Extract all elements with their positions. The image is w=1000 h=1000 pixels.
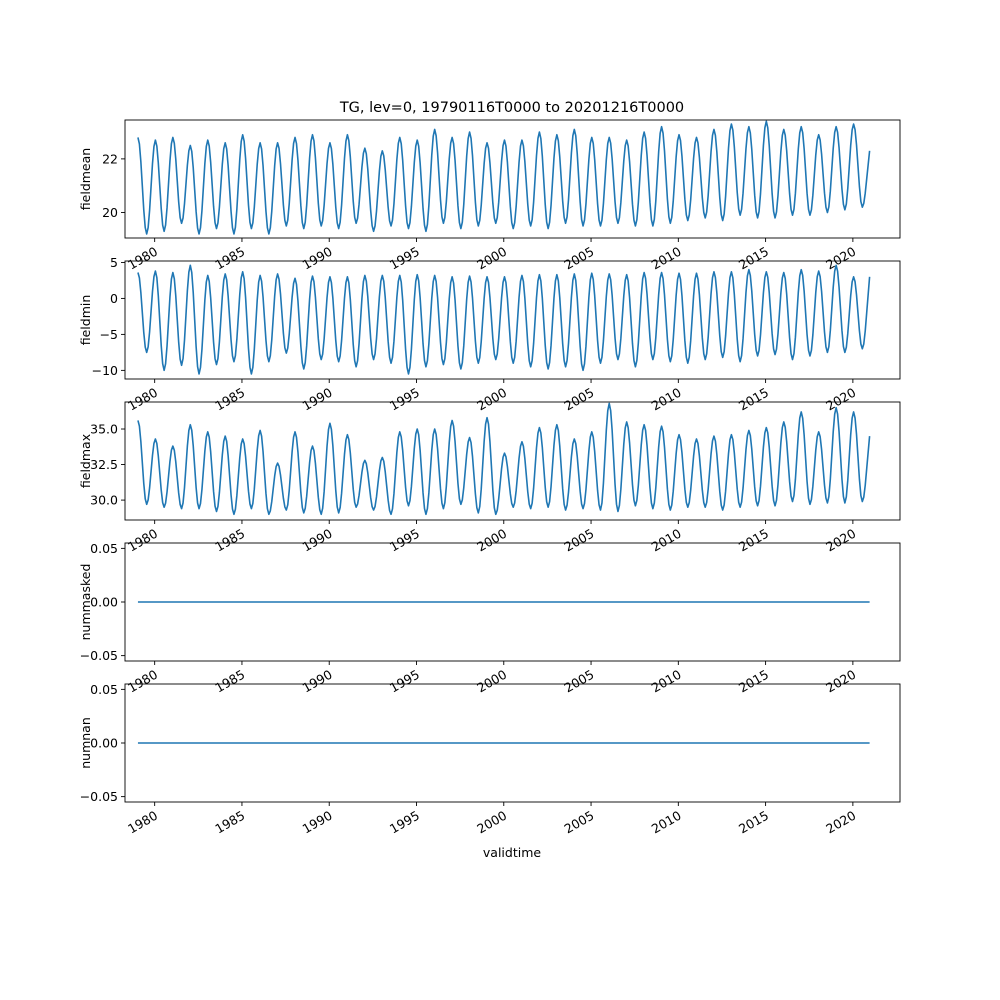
- y-tick-label: 0.05: [90, 541, 118, 556]
- y-tick-label: 0.05: [90, 682, 118, 697]
- y-axis-label: fieldmin: [78, 295, 93, 346]
- y-axis-label: nummasked: [78, 564, 93, 641]
- y-tick-label: 32.5: [90, 457, 118, 472]
- y-axis-label: numnan: [78, 717, 93, 769]
- y-tick-label: −0.05: [80, 789, 118, 804]
- y-tick-label: −5: [100, 327, 118, 342]
- y-tick-label: 0: [110, 291, 118, 306]
- y-axis-label: fieldmean: [78, 148, 93, 210]
- series-line-fieldmax: [137, 402, 871, 516]
- y-tick-label: 5: [110, 255, 118, 270]
- y-tick-label: 22: [102, 151, 118, 166]
- y-tick-label: 30.0: [90, 493, 118, 508]
- y-tick-label: −0.05: [80, 648, 118, 663]
- y-tick-label: 35.0: [90, 422, 118, 437]
- y-tick-label: 20: [102, 205, 118, 220]
- y-tick-label: 0.00: [90, 595, 118, 610]
- axes-frame: [124, 401, 901, 521]
- axes-frame: [124, 260, 901, 380]
- y-tick-label: −10: [92, 363, 118, 378]
- chart-title: TG, lev=0, 19790116T0000 to 20201216T000…: [339, 100, 684, 116]
- series-line-fieldmean: [137, 120, 871, 235]
- y-tick-label: 0.00: [90, 736, 118, 751]
- x-axis-label: validtime: [483, 845, 541, 860]
- series-line-fieldmin: [137, 264, 871, 375]
- y-axis-label: fieldmax: [78, 434, 93, 488]
- axes-frame: [124, 119, 901, 239]
